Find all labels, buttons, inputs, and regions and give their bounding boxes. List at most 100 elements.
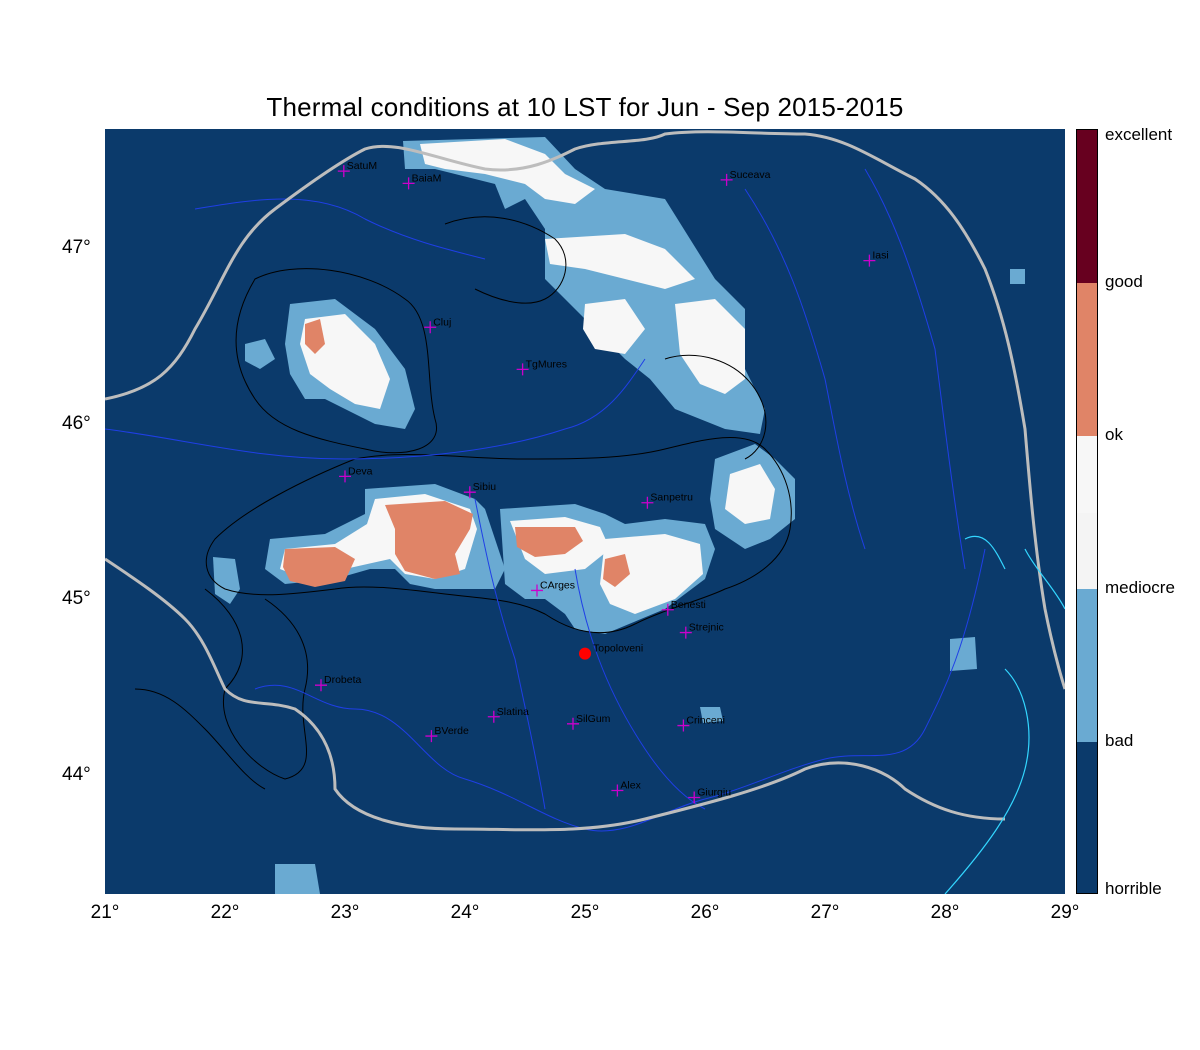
colorbar-label: horrible bbox=[1105, 878, 1162, 898]
zone-good-fagaras bbox=[385, 501, 473, 579]
chart-title: Thermal conditions at 10 LST for Jun - S… bbox=[266, 92, 904, 122]
city-strejnic: Strejnic bbox=[679, 622, 724, 639]
zone-small-sw bbox=[275, 864, 320, 894]
city-marker-icon bbox=[487, 710, 500, 723]
x-tick-label: 26° bbox=[690, 902, 720, 923]
coast-line bbox=[964, 535, 1006, 570]
city-label: Cluj bbox=[433, 316, 451, 328]
city-marker-icon bbox=[863, 254, 876, 267]
river-danube bbox=[254, 548, 986, 832]
colorbar-segment-good bbox=[1077, 283, 1097, 436]
x-tick-label: 25° bbox=[570, 902, 600, 923]
zone-maramures bbox=[403, 137, 765, 434]
x-tick-label: 21° bbox=[90, 902, 120, 923]
contour-line bbox=[134, 688, 266, 790]
city-label: Sibiu bbox=[473, 481, 497, 493]
city-label: Slatina bbox=[497, 706, 529, 718]
city-label: Drobeta bbox=[324, 674, 362, 686]
city-label: Sanpetru bbox=[650, 492, 693, 504]
x-tick-label: 27° bbox=[810, 902, 840, 923]
city-label: SilGum bbox=[576, 713, 611, 725]
river-olt bbox=[474, 498, 546, 810]
city-label: Benesti bbox=[671, 599, 706, 611]
map-canvas: SatuM BaiaM Suceava Iasi Cluj TgMures Deva Sibi… bbox=[105, 129, 1065, 894]
city-silgum: SilGum bbox=[567, 713, 611, 730]
colorbar bbox=[1076, 129, 1098, 894]
colorbar-segment-horrible bbox=[1077, 742, 1097, 893]
y-tick-label: 46° bbox=[62, 412, 91, 434]
city-iasi: Iasi bbox=[863, 250, 889, 267]
highlight-dot-icon bbox=[579, 647, 591, 660]
zone-small-west bbox=[245, 339, 275, 369]
zone-moldova-ne bbox=[1010, 269, 1025, 284]
zone-good-retezat bbox=[283, 547, 355, 587]
city-label: BaiaM bbox=[412, 172, 442, 184]
city-alex: Alex bbox=[611, 779, 642, 797]
coast-lines bbox=[944, 535, 1065, 894]
city-marker-icon bbox=[688, 791, 701, 804]
zone-good-parang bbox=[515, 527, 583, 557]
city-marker-icon bbox=[720, 173, 733, 186]
contour-line bbox=[444, 216, 567, 304]
terrain-contours bbox=[134, 216, 792, 790]
city-crinceni: Crinceni bbox=[677, 715, 725, 732]
map-panel: SatuM BaiaM Suceava Iasi Cluj TgMures Deva Sibi… bbox=[105, 129, 1065, 894]
city-cluj: Cluj bbox=[424, 316, 451, 334]
city-tgmures: TgMures bbox=[516, 358, 567, 376]
city-marker-icon bbox=[516, 363, 529, 376]
city-marker-icon bbox=[641, 496, 654, 509]
colorbar-label: excellent bbox=[1105, 125, 1173, 145]
city-label: TgMures bbox=[526, 358, 567, 370]
city-marker-icon bbox=[679, 626, 692, 639]
city-marker-icon bbox=[611, 784, 624, 797]
city-suceava: Suceava bbox=[720, 169, 771, 186]
city-slatina: Slatina bbox=[487, 706, 529, 723]
zone-ok-bucegi bbox=[600, 534, 703, 614]
y-tick-label: 45° bbox=[62, 588, 91, 610]
coast-line bbox=[944, 668, 1030, 894]
city-marker-icon bbox=[425, 730, 438, 743]
city-bverde: BVerde bbox=[425, 725, 469, 743]
city-deva: Deva bbox=[339, 465, 373, 483]
river-arges bbox=[574, 568, 706, 810]
contour-line bbox=[205, 437, 792, 634]
city-label: Suceava bbox=[730, 169, 771, 181]
colorbar-segment-ok bbox=[1077, 436, 1097, 513]
colorbar-label: good bbox=[1105, 272, 1143, 291]
city-label: Alex bbox=[620, 779, 641, 791]
city-label: Giurgiu bbox=[697, 786, 731, 798]
x-tick-label: 22° bbox=[210, 902, 240, 923]
x-tick-label: 23° bbox=[330, 902, 360, 923]
y-tick-label: 47° bbox=[62, 237, 91, 259]
rivers bbox=[105, 168, 986, 832]
city-baiam: BaiaM bbox=[402, 172, 442, 190]
zone-ok-rodna bbox=[545, 234, 695, 289]
city-marker-icon bbox=[402, 177, 415, 190]
zone-small-south bbox=[700, 707, 723, 723]
border-line bbox=[105, 557, 1006, 832]
zone-ok-harghita bbox=[675, 299, 745, 394]
river-prut bbox=[864, 168, 966, 570]
city-label: Deva bbox=[348, 465, 373, 477]
city-marker-icon bbox=[463, 486, 476, 499]
highlight-point[interactable]: Topoloveni bbox=[579, 643, 643, 660]
river-siret bbox=[744, 188, 866, 550]
country-border bbox=[105, 130, 1065, 832]
zone-ok-maramures bbox=[420, 139, 595, 204]
colorbar-label: bad bbox=[1105, 731, 1134, 750]
x-tick-label: 28° bbox=[930, 902, 960, 923]
city-label: Strejnic bbox=[689, 622, 724, 634]
contour-line bbox=[235, 268, 438, 454]
x-tick-label: 24° bbox=[450, 902, 480, 923]
city-giurgiu: Giurgiu bbox=[688, 786, 731, 804]
highlight-label: Topoloveni bbox=[593, 643, 643, 655]
river-somes bbox=[194, 198, 486, 260]
city-marker-icon bbox=[424, 321, 437, 334]
river-mures bbox=[105, 358, 646, 460]
zone-small-east bbox=[950, 637, 977, 671]
map-area[interactable]: SatuM BaiaM Suceava Iasi Cluj TgMures Deva Sibi… bbox=[105, 129, 1065, 894]
contour-line bbox=[664, 354, 767, 460]
border-line bbox=[105, 130, 1065, 690]
colorbar-segment-excellent bbox=[1077, 130, 1097, 283]
colorbar-label: mediocre bbox=[1105, 578, 1175, 597]
